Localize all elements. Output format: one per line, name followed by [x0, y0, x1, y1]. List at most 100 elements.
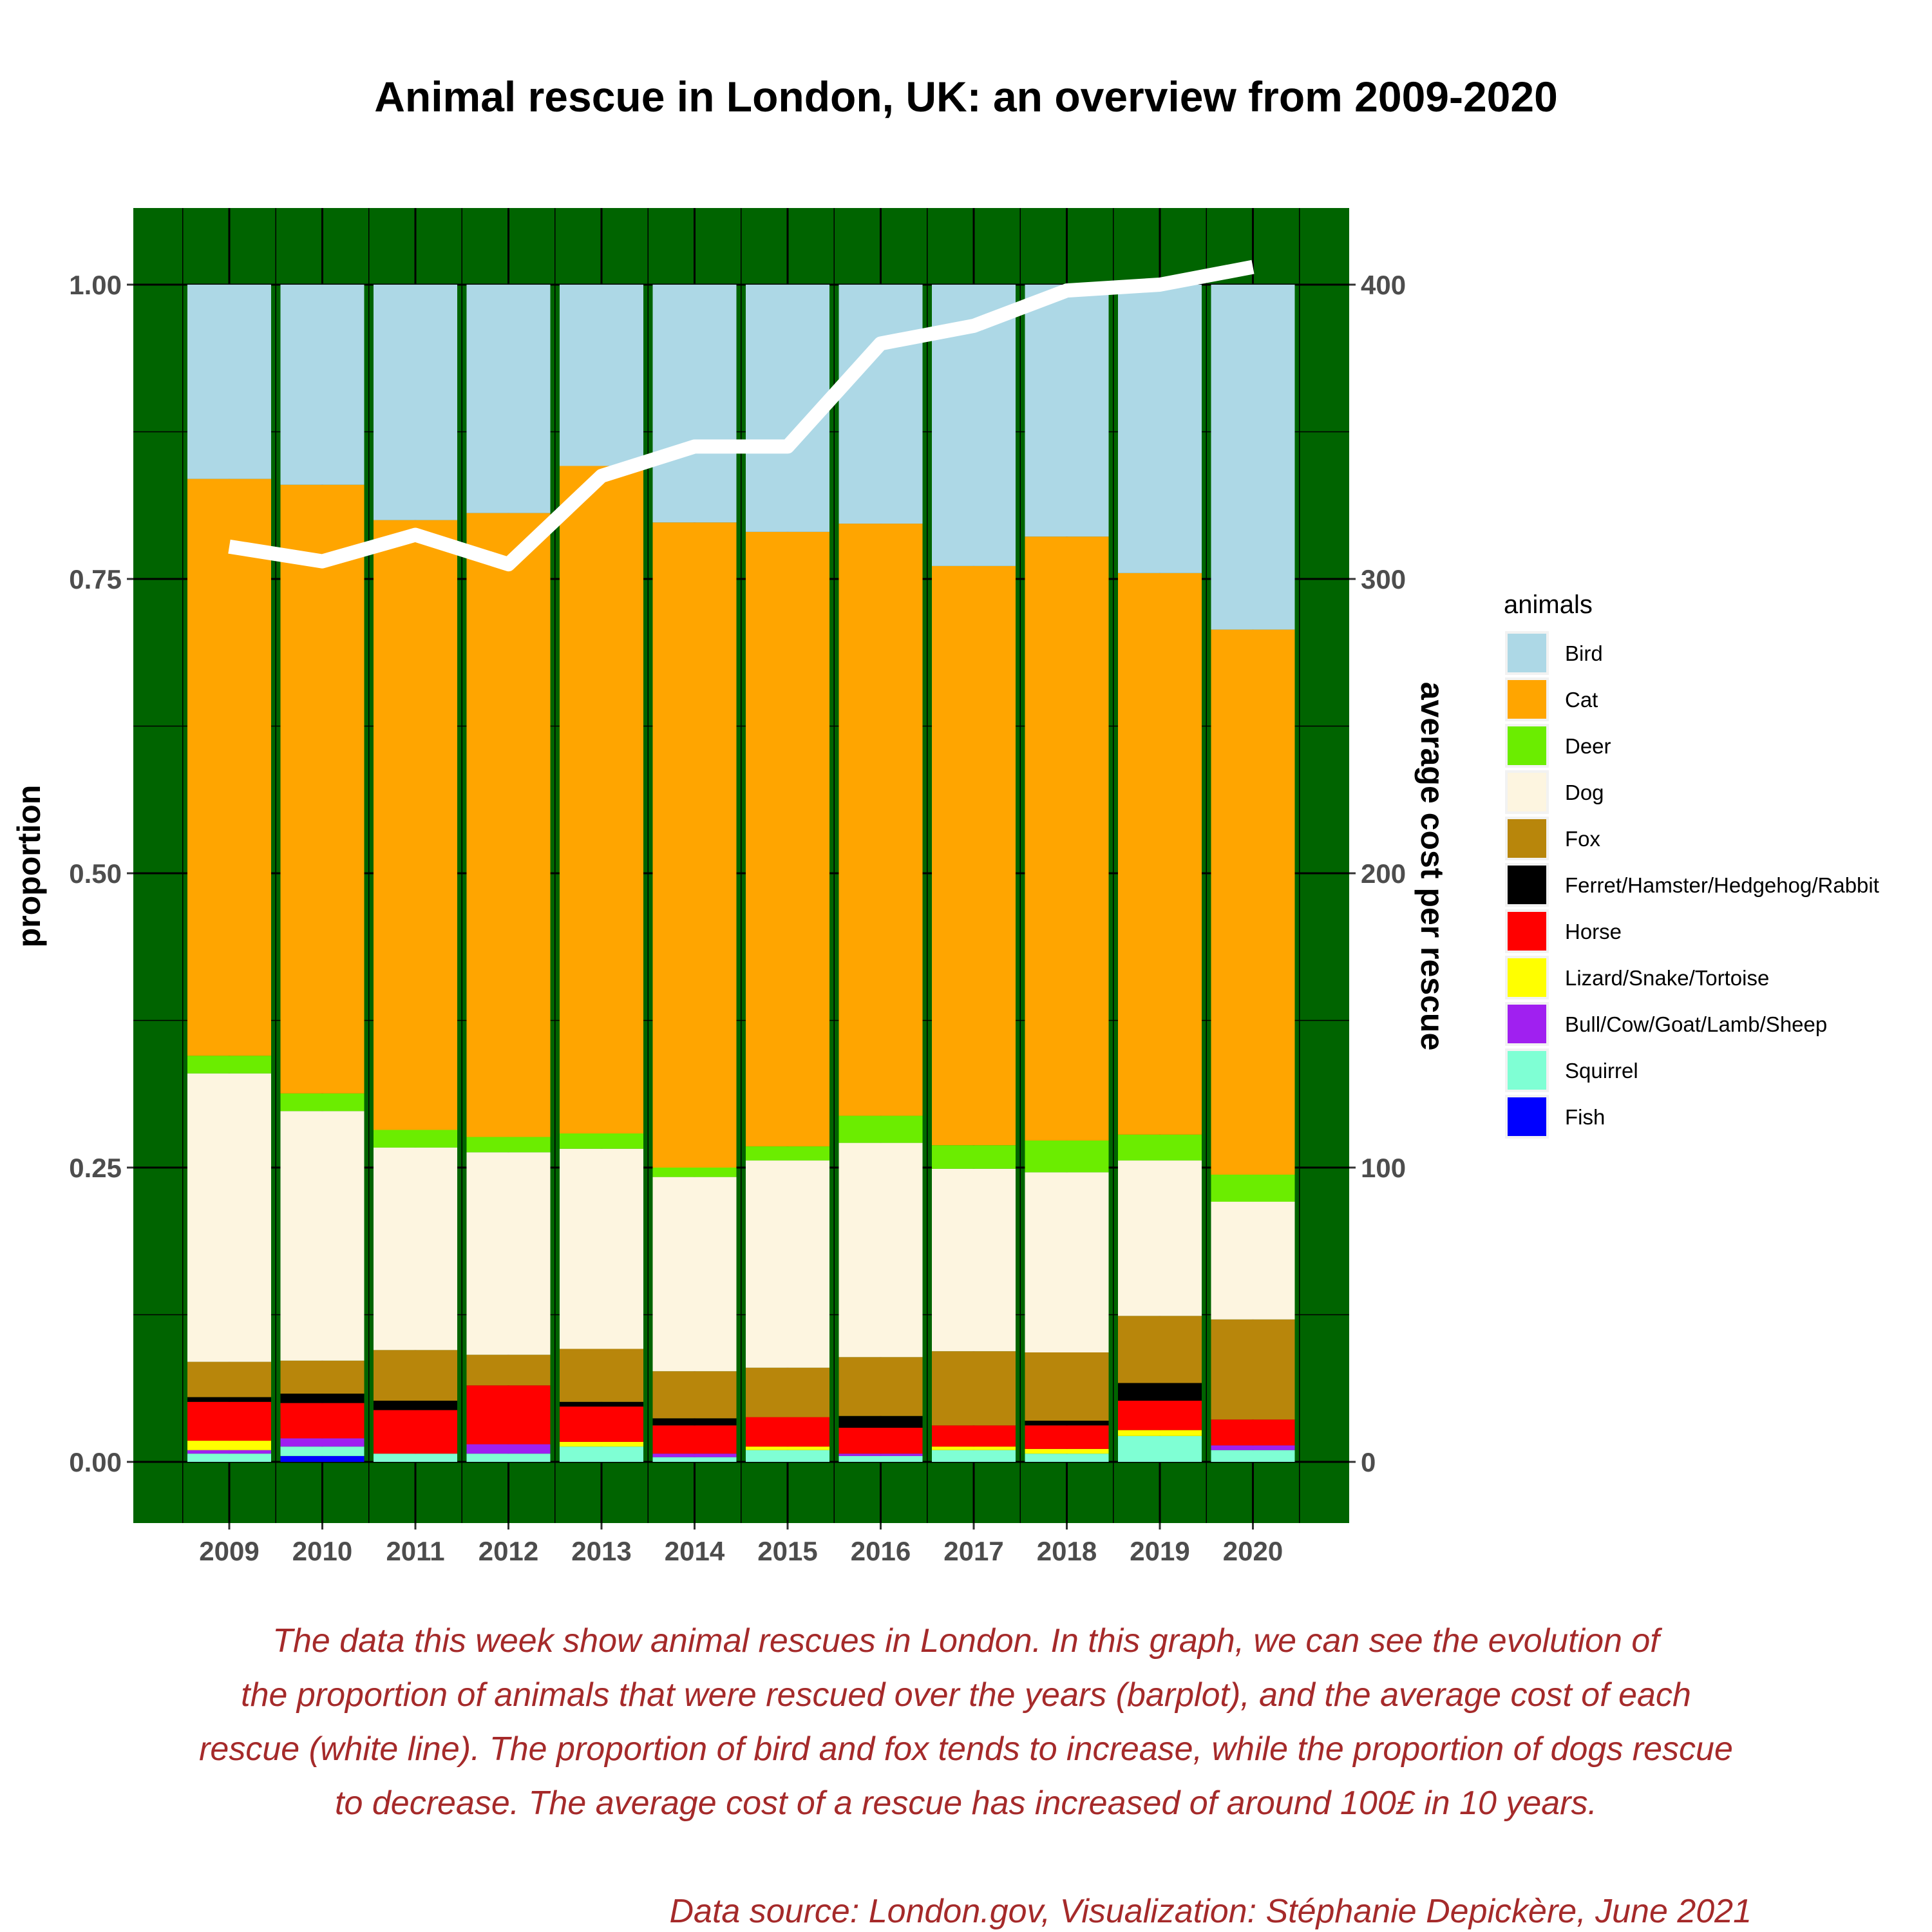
bar-segment [1118, 1134, 1202, 1161]
bar-segment [838, 1455, 923, 1462]
bar-segment [187, 1056, 271, 1074]
bar-segment [746, 1446, 829, 1450]
bar-segment [932, 1145, 1016, 1169]
x-tick-label: 2010 [292, 1536, 352, 1566]
bar-segment [746, 1417, 829, 1447]
x-tick-label: 2016 [851, 1536, 911, 1566]
bar-segment [1211, 1319, 1295, 1420]
bar-segment [280, 285, 365, 485]
x-tick-label: 2011 [386, 1536, 444, 1566]
bar-segment [746, 531, 829, 1147]
y-tick-label: 0.75 [69, 564, 122, 594]
average-cost-line [228, 260, 1255, 572]
bar-segment [560, 285, 643, 466]
bar-segment [652, 1418, 737, 1426]
bar-segment [466, 1444, 551, 1454]
bar-segment [838, 1115, 923, 1143]
x-tick-label: 2012 [478, 1536, 538, 1566]
bar-segment [187, 478, 271, 1056]
bar-segment [932, 1425, 1016, 1447]
bars-layer [187, 285, 1295, 1462]
bar-segment [1211, 1202, 1295, 1320]
cost-line-layer [228, 260, 1255, 572]
bar-segment [1211, 285, 1295, 630]
bar-segment [374, 285, 457, 520]
bar-segment [374, 520, 457, 1130]
bar-segment [838, 1142, 923, 1358]
legend-swatch [1508, 634, 1546, 672]
legend-label: Horse [1565, 920, 1622, 943]
bar-segment [466, 1354, 551, 1386]
legend-swatch [1508, 726, 1546, 765]
legend-label: Dog [1565, 781, 1604, 804]
bar-segment [1118, 285, 1202, 573]
legend-label: Fish [1565, 1105, 1605, 1129]
bar-segment [280, 1446, 365, 1456]
bar-segment [374, 1130, 457, 1148]
bar-segment [1025, 1352, 1109, 1421]
bar-segment [280, 1360, 365, 1394]
legend-swatch [1508, 1051, 1546, 1090]
y2-tick-label: 200 [1361, 858, 1406, 889]
bar-segment [652, 522, 737, 1168]
caption-line: rescue (white line). The proportion of b… [199, 1730, 1733, 1768]
x-tick-label: 2015 [757, 1536, 817, 1566]
bar-segment [187, 285, 271, 479]
legend-label: Deer [1565, 734, 1611, 758]
bar-segment [280, 1403, 365, 1439]
legend-title: animals [1504, 591, 1593, 619]
bar-segment [560, 1446, 643, 1462]
legend-swatch [1508, 958, 1546, 997]
bar-segment [838, 1357, 923, 1416]
bar-segment [466, 285, 551, 513]
caption-line: The data this week show animal rescues i… [272, 1622, 1662, 1660]
x-tick-label: 2013 [571, 1536, 631, 1566]
legend-swatch [1508, 819, 1546, 858]
legend-label: Ferret/Hamster/Hedgehog/Rabbit [1565, 873, 1879, 897]
bar-segment [932, 565, 1016, 1146]
bar-segment [280, 484, 365, 1094]
bar-segment [1118, 1383, 1202, 1401]
bar-segment [560, 1148, 643, 1349]
bar-segment [746, 1160, 829, 1368]
bar-segment [1025, 1421, 1109, 1426]
bar-segment [466, 1385, 551, 1444]
y-axis-ticks: 0.00 0.25 0.50 0.75 1.00 [69, 270, 133, 1477]
bar-segment [280, 1111, 365, 1361]
bar-segment [838, 1416, 923, 1428]
bar-segment [466, 1454, 551, 1462]
y-tick-label: 0.25 [69, 1153, 122, 1183]
bar-segment [1211, 1450, 1295, 1462]
bar-segment [280, 1393, 365, 1403]
bar-segment [1118, 1430, 1202, 1436]
bar-segment [374, 1410, 457, 1454]
x-tick-label: 2014 [665, 1536, 725, 1566]
legend-label: Fox [1565, 827, 1601, 851]
bar-segment [280, 1455, 365, 1462]
bar-segment [374, 1400, 457, 1410]
bar-segment [838, 285, 923, 524]
data-source-credit: Data source: London.gov, Visualization: … [669, 1893, 1752, 1930]
bar-segment [652, 1425, 737, 1454]
bar-segment [838, 1427, 923, 1454]
bar-segment [466, 1137, 551, 1153]
bar-segment [1211, 1174, 1295, 1202]
legend-swatch [1508, 866, 1546, 904]
bar-segment [466, 1152, 551, 1355]
bar-segment [187, 1454, 271, 1462]
bar-segment [746, 1450, 829, 1462]
legend-label: Bull/Cow/Goat/Lamb/Sheep [1565, 1012, 1827, 1036]
bar-segment [187, 1441, 271, 1450]
bar-segment [1025, 536, 1109, 1141]
bar-segment [1211, 1419, 1295, 1446]
bar-segment [280, 1093, 365, 1112]
legend-swatch [1508, 680, 1546, 719]
bar-segment [652, 1454, 737, 1457]
bar-segment [374, 1454, 457, 1462]
x-tick-label: 2019 [1130, 1536, 1189, 1566]
bar-segment [1211, 629, 1295, 1175]
y-axis-title: proportion [11, 785, 47, 948]
bar-segment [1025, 1425, 1109, 1449]
y2-tick-label: 400 [1361, 270, 1406, 300]
bar-segment [652, 1177, 737, 1372]
